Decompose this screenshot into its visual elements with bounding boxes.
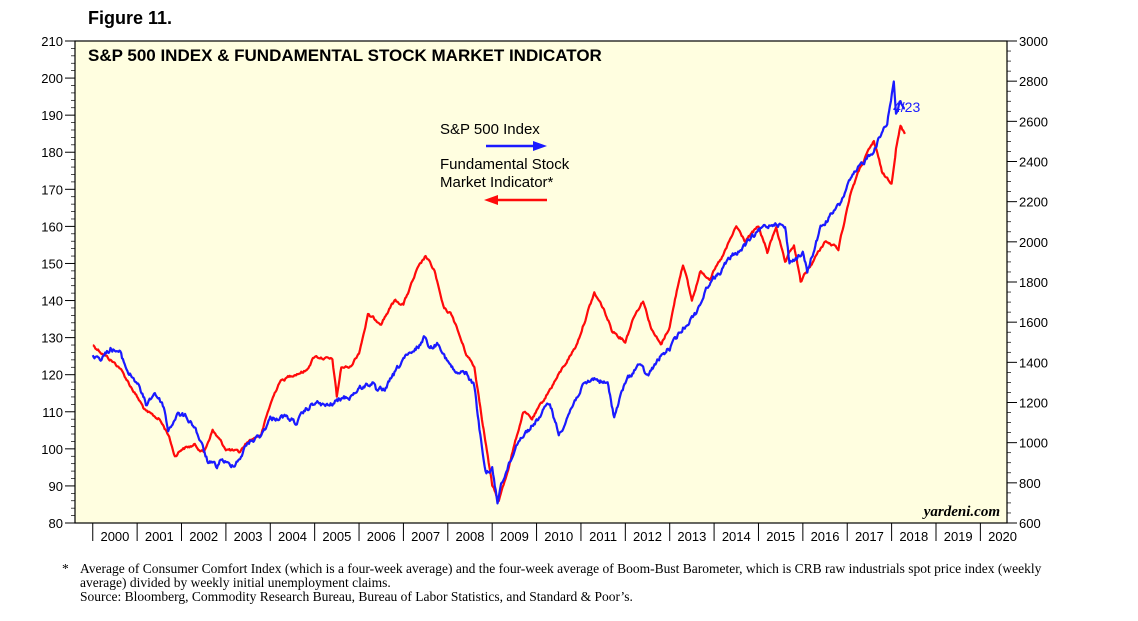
left-tick-label: 120 xyxy=(41,368,63,383)
watermark: yardeni.com xyxy=(922,504,1000,520)
right-tick-label: 3000 xyxy=(1019,34,1048,49)
left-tick-label: 100 xyxy=(41,442,63,457)
right-tick-label: 1000 xyxy=(1019,436,1048,451)
x-axis: 2000 2001 2002 2003 2004 2005 2006 2007 2008 2009… xyxy=(92,523,1017,544)
right-tick-label: 2200 xyxy=(1019,195,1048,210)
x-tick-label: 2010 xyxy=(544,529,573,544)
left-tick-label: 160 xyxy=(41,219,63,234)
left-tick-label: 210 xyxy=(41,34,63,49)
right-tick-label: 2400 xyxy=(1019,155,1048,170)
legend-fsmi-label-line1: Fundamental Stock xyxy=(440,156,570,173)
legend-sp500-label: S&P 500 Index xyxy=(440,121,540,138)
x-tick-label: 2000 xyxy=(100,529,129,544)
plot-area xyxy=(74,40,1008,524)
left-tick-label: 80 xyxy=(49,516,63,531)
x-tick-label: 2011 xyxy=(589,529,617,544)
sp500-series-line xyxy=(91,80,906,505)
right-tick-label: 1600 xyxy=(1019,315,1048,330)
left-tick-label: 90 xyxy=(49,479,63,494)
x-tick-label: 2008 xyxy=(456,529,485,544)
left-tick-label: 140 xyxy=(41,294,63,309)
right-tick-label: 800 xyxy=(1019,476,1041,491)
x-tick-label: 2014 xyxy=(722,529,751,544)
right-tick-label: 1400 xyxy=(1019,355,1048,370)
x-tick-label: 2006 xyxy=(367,529,396,544)
x-tick-label: 2019 xyxy=(944,529,973,544)
right-axis: 600 800 1000 1200 1400 1600 1800 2000 2200 2400 26… xyxy=(1007,34,1048,531)
left-tick-label: 150 xyxy=(41,256,63,271)
legend-fsmi-label-line2: Market Indicator* xyxy=(440,174,554,191)
left-tick-label: 180 xyxy=(41,145,63,160)
right-tick-label: 2600 xyxy=(1019,114,1048,129)
x-tick-label: 2007 xyxy=(411,529,440,544)
chart: 8090100110120130140150160170180190200210… xyxy=(41,34,1048,544)
left-tick-label: 110 xyxy=(42,405,63,420)
right-tick-label: 600 xyxy=(1019,516,1041,531)
end-annotation: 4/23 xyxy=(893,99,920,115)
x-tick-label: 2020 xyxy=(988,529,1017,544)
x-tick-label: 2015 xyxy=(766,529,795,544)
left-axis: 80 90 100 110 120 130 140 150 160 170 180 190 200 210 xyxy=(41,34,75,531)
right-tick-label: 1800 xyxy=(1019,275,1048,290)
footnote-text: Average of Consumer Comfort Index (which… xyxy=(80,561,1042,590)
series-layer xyxy=(91,80,906,505)
x-tick-label: 2016 xyxy=(811,529,840,544)
right-tick-label: 1200 xyxy=(1019,396,1048,411)
figure-label: Figure 11. xyxy=(88,8,173,28)
left-tick-label: 190 xyxy=(41,108,63,123)
x-tick-label: 2009 xyxy=(500,529,529,544)
chart-title: S&P 500 INDEX & FUNDAMENTAL STOCK MARKET… xyxy=(88,46,602,65)
left-tick-label: 130 xyxy=(41,331,63,346)
x-tick-label: 2003 xyxy=(234,529,263,544)
footnote: * Average of Consumer Comfort Index (whi… xyxy=(62,562,1062,604)
x-tick-label: 2004 xyxy=(278,529,307,544)
right-tick-label: 2000 xyxy=(1019,235,1048,250)
legend-sp500-arrow xyxy=(486,141,547,151)
x-tick-label: 2001 xyxy=(145,529,174,544)
x-tick-label: 2005 xyxy=(322,529,351,544)
x-tick-label: 2002 xyxy=(189,529,218,544)
x-tick-label: 2012 xyxy=(633,529,662,544)
x-tick-label: 2013 xyxy=(677,529,706,544)
legend-fsmi-arrow xyxy=(484,195,547,205)
footnote-marker: * xyxy=(62,561,69,576)
x-tick-label: 2018 xyxy=(899,529,928,544)
x-tick-label: 2017 xyxy=(855,529,884,544)
left-tick-label: 200 xyxy=(41,71,63,86)
right-tick-label: 2800 xyxy=(1019,74,1048,89)
footnote-source: Source: Bloomberg, Commodity Research Bu… xyxy=(80,589,633,604)
left-tick-label: 170 xyxy=(41,182,63,197)
